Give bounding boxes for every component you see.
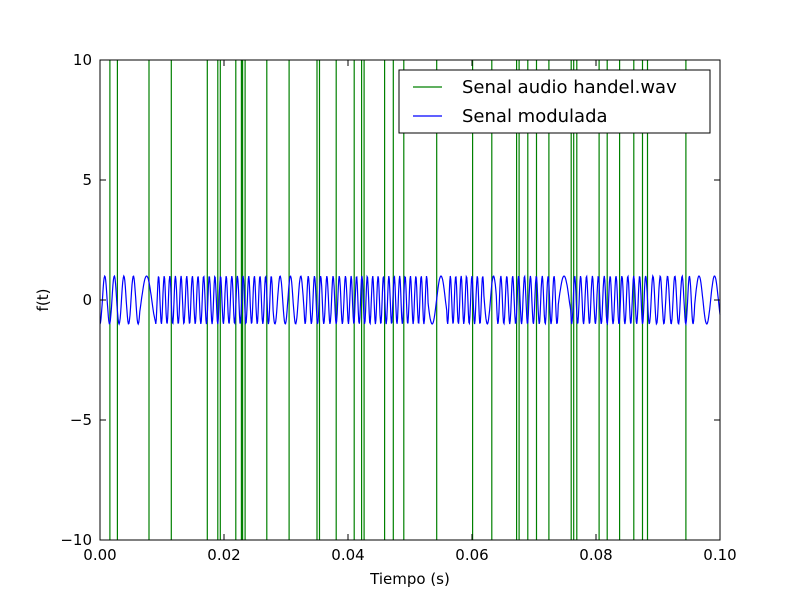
- x-tick-label: 0.06: [455, 546, 488, 564]
- x-tick-label: 0.02: [207, 546, 240, 564]
- legend-label-audio: Senal audio handel.wav: [462, 77, 677, 98]
- legend: Senal audio handel.wav Senal modulada: [398, 69, 711, 134]
- x-tick-label: 0.10: [703, 546, 736, 564]
- y-tick-label: 10: [73, 51, 92, 69]
- legend-box: [398, 69, 711, 134]
- x-tick-label: 0.08: [579, 546, 612, 564]
- legend-label-modulated: Senal modulada: [462, 106, 608, 127]
- x-axis-ticks: 0.00 0.02 0.04 0.06 0.08 0.10: [83, 60, 737, 564]
- modulated-line: [99, 274, 721, 327]
- y-tick-label: −10: [60, 531, 92, 549]
- plot-area: [100, 60, 720, 540]
- x-tick-label: 0.00: [83, 546, 116, 564]
- x-tick-label: 0.04: [331, 546, 364, 564]
- y-tick-label: 0: [82, 291, 92, 309]
- y-tick-label: −5: [70, 411, 92, 429]
- y-axis-label: f(t): [34, 289, 52, 312]
- y-axis-ticks: −10 −5 0 5 10: [60, 51, 720, 549]
- y-tick-label: 5: [82, 171, 92, 189]
- modulated-signal-series: [99, 274, 721, 327]
- x-axis-label: Tiempo (s): [369, 570, 450, 588]
